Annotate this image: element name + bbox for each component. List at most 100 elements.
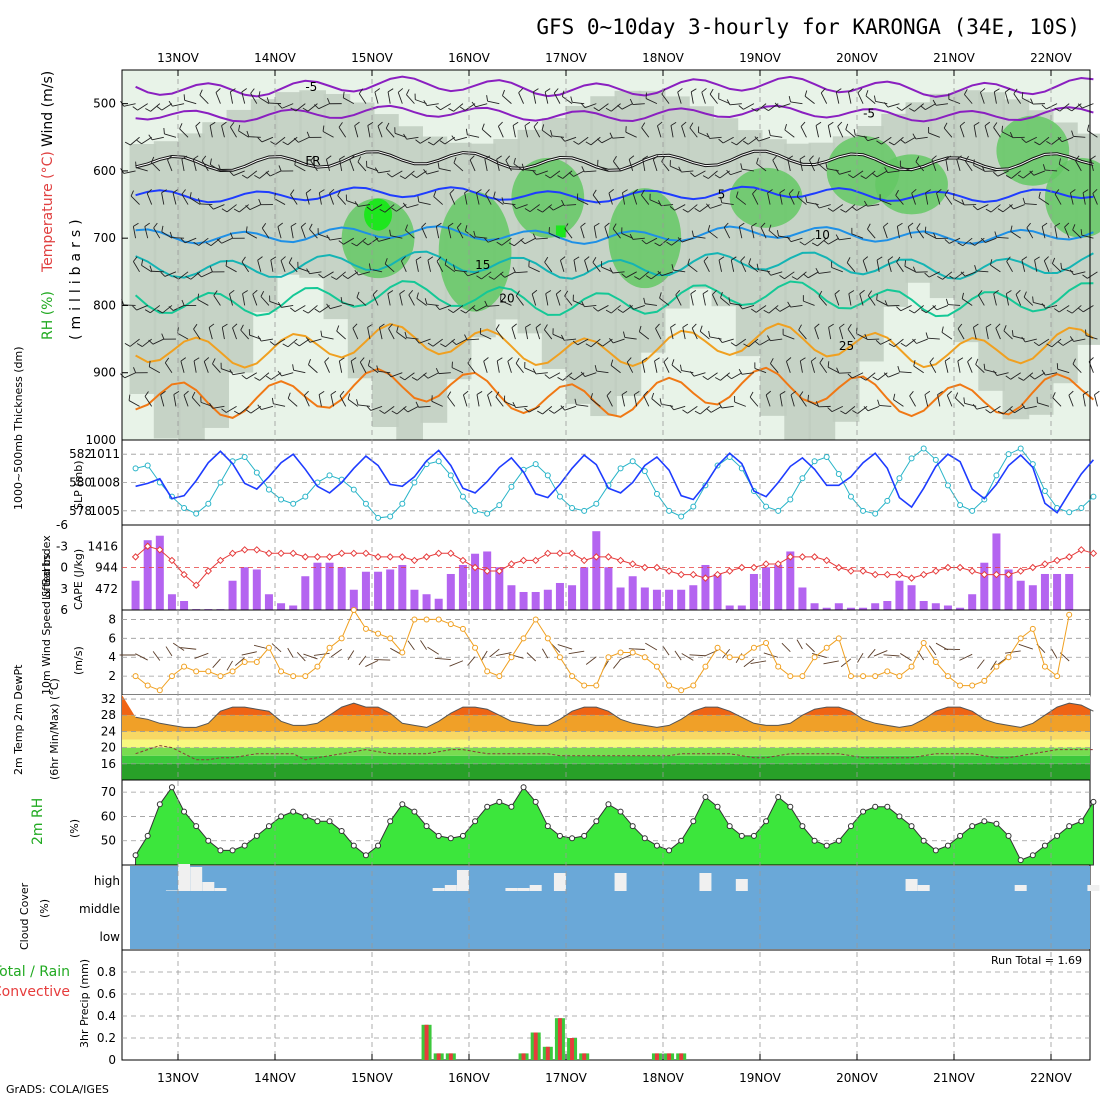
thickness-point — [181, 505, 188, 511]
wind-barb-flag — [612, 155, 617, 162]
wind-barb — [239, 204, 249, 213]
wind-point — [278, 668, 285, 675]
thickness-point — [690, 503, 697, 510]
wind-barb-flag — [347, 393, 351, 400]
wind-barb-flag — [1026, 222, 1031, 229]
wind-barb-flag — [487, 390, 493, 396]
wind-barb — [1082, 394, 1086, 407]
wind-barb — [404, 170, 415, 179]
wind-barb-flag — [447, 309, 454, 313]
wind-barb — [1092, 193, 1098, 205]
wind-barb-flag — [877, 399, 880, 406]
wind-barb-flag — [221, 208, 228, 213]
wind-barb — [879, 199, 892, 205]
wind-point — [399, 649, 406, 656]
wind-barb-flag — [459, 106, 466, 111]
barb — [823, 660, 839, 665]
rh-point — [362, 852, 369, 859]
cloud-level-label: middle — [79, 902, 120, 916]
cape-bar — [1028, 585, 1037, 610]
wind-barb-flag — [702, 175, 709, 179]
wind-barb-flag — [730, 342, 737, 347]
wind-barb-flag — [859, 289, 865, 295]
wind-barb — [197, 299, 209, 306]
wind-barb — [260, 296, 270, 306]
wind-barb — [1046, 103, 1058, 110]
li-point — [762, 560, 770, 568]
wind-barb-flag — [815, 401, 820, 407]
thickness-point — [993, 472, 1000, 479]
wind-barb — [788, 193, 795, 205]
wind-barb-flag — [954, 392, 959, 399]
cape-bar — [289, 605, 298, 610]
wind-barb — [573, 259, 577, 272]
wind-barb — [213, 204, 225, 210]
rh-point — [641, 835, 648, 842]
wind-barb — [956, 159, 961, 172]
wind-barb-flag — [804, 90, 808, 97]
wind-point — [447, 621, 454, 628]
wind-barb — [948, 98, 961, 105]
barb — [959, 653, 973, 661]
wind-barb-flag — [553, 88, 559, 94]
wind-barb — [151, 162, 161, 172]
temp-band — [122, 755, 1090, 764]
wind-barb — [580, 226, 585, 239]
cloud-high-bar — [178, 864, 191, 891]
wind-barb-flag — [305, 337, 311, 343]
wind-barb — [212, 363, 221, 374]
wind-barb-flag — [508, 242, 515, 247]
wind-barb-flag — [463, 390, 469, 396]
thickness-point — [447, 472, 454, 479]
wind-barb-flag — [1041, 104, 1047, 110]
wind-barb-flag — [144, 222, 150, 227]
barb — [976, 659, 985, 669]
barb — [152, 651, 161, 661]
wind-barb-flag — [354, 201, 359, 207]
wind-barb-flag — [181, 189, 186, 195]
li-point — [531, 556, 540, 565]
barb — [928, 645, 937, 656]
wind-point — [617, 649, 624, 656]
rh-point — [569, 835, 576, 842]
wind-barb-flag — [791, 276, 798, 280]
li-point — [204, 567, 213, 575]
wind-barb — [1043, 260, 1050, 272]
wind-barb-flag — [293, 137, 299, 143]
wind-barb — [524, 125, 529, 138]
day-label-top: 15NOV — [351, 51, 393, 65]
wind-barb-flag — [1043, 256, 1049, 262]
wind-barb-flag — [937, 391, 943, 395]
wind-barb-flag — [339, 390, 345, 397]
wind-barb — [593, 226, 597, 239]
wind-barb — [1024, 203, 1037, 205]
wind-barb — [799, 159, 803, 171]
rh-point — [217, 847, 224, 854]
wind10m-markers — [132, 607, 1073, 694]
day-label-bottom: 16NOV — [448, 1071, 490, 1085]
wind-barb — [790, 237, 803, 243]
wind-barb-flag — [173, 391, 180, 395]
wind-barb — [129, 338, 140, 347]
wind-barb-flag — [766, 270, 772, 276]
wind-barb — [356, 237, 367, 247]
wind-barb-flag — [396, 326, 399, 333]
wind-barb — [1023, 296, 1034, 306]
wind-barb-flag — [310, 155, 315, 162]
wind-barb — [184, 237, 197, 244]
wind-barb-flag — [983, 363, 986, 370]
wind-barb-flag — [750, 308, 757, 313]
wind-barb — [661, 271, 674, 277]
wind-barb-flag — [416, 292, 419, 299]
wind-barb-flag — [120, 373, 126, 379]
wind-barb — [1021, 97, 1034, 105]
wind-barb-flag — [241, 256, 246, 263]
wind-barb-flag — [1082, 274, 1088, 279]
wind-barb-flag — [845, 123, 849, 130]
wind-barb — [1073, 135, 1086, 138]
wind-barb-flag — [980, 88, 986, 93]
wind-barb-flag — [848, 290, 855, 295]
wind-barb-flag — [1030, 98, 1034, 105]
thickness-point — [1066, 509, 1073, 516]
wind-barb — [1082, 192, 1086, 205]
